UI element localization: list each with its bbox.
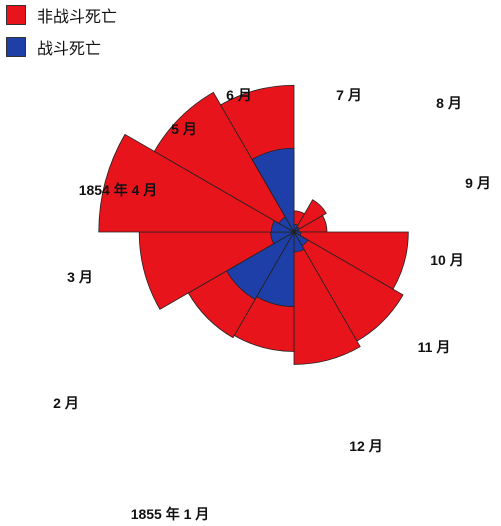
month-label-11: 2 月 <box>53 395 79 411</box>
wedge-nonbattle-11 <box>153 91 296 234</box>
wedge-nonbattle-2 <box>292 199 327 234</box>
month-label-4: 7 月 <box>336 87 362 103</box>
legend-item-nonbattle: 非战斗死亡 <box>6 3 117 27</box>
wedge-nonbattle-10 <box>98 133 296 233</box>
month-label-7: 10 月 <box>430 252 463 268</box>
legend-item-battle: 战斗死亡 <box>6 35 101 59</box>
month-label-6: 9 月 <box>465 175 491 191</box>
wedge-battle-12 <box>251 147 295 234</box>
month-label-10: 1855 年 1 月 <box>131 506 210 522</box>
month-label-5: 8 月 <box>436 95 462 111</box>
month-label-2: 5 月 <box>171 121 197 137</box>
month-label-3: 6 月 <box>226 87 252 103</box>
legend-swatch-nonbattle <box>6 5 26 25</box>
month-label-8: 11 月 <box>418 339 451 355</box>
legend-swatch-battle <box>6 37 26 57</box>
wedge-nonbattle-6 <box>293 230 361 365</box>
month-label-9: 12 月 <box>349 438 382 454</box>
month-label-1: 1854 年 4 月 <box>79 182 158 198</box>
month-label-12: 3 月 <box>67 269 93 285</box>
chart-wedges <box>98 84 409 365</box>
legend-label-nonbattle: 非战斗死亡 <box>37 7 118 26</box>
legend-label-battle: 战斗死亡 <box>37 39 102 58</box>
chart-month-labels: 1854 年 4 月 5 月 6 月 7 月 8 月 9 月 10 月 11 月 12 月 185… <box>53 87 491 522</box>
